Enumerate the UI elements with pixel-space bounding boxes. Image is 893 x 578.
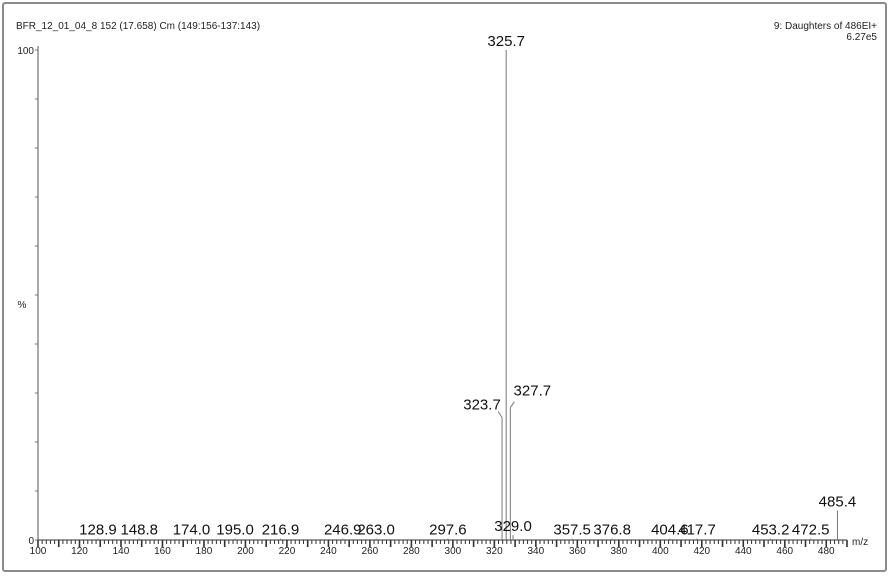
x-tick-label: 440 — [735, 546, 752, 557]
peak-label: 195.0 — [216, 522, 254, 539]
x-tick-label: 300 — [445, 546, 462, 557]
peak-leader — [497, 411, 503, 418]
x-tick-label: 380 — [610, 546, 627, 557]
peak-label: 472.5 — [792, 522, 830, 539]
x-axis-label: m/z — [852, 537, 868, 548]
peak-label: 246.9 — [324, 522, 362, 539]
x-tick-label: 140 — [113, 546, 130, 557]
spectrum-header-scale: 6.27e5 — [846, 32, 877, 43]
peak-label: 174.0 — [173, 522, 211, 539]
peak-label: 297.6 — [429, 522, 467, 539]
y-axis-label: % — [18, 300, 27, 311]
spectrum-header-right: 9: Daughters of 486EI+ 6.27e5 — [774, 21, 877, 43]
peak-label: 327.7 — [514, 383, 552, 400]
peak-label: 323.7 — [463, 397, 501, 414]
peak-label: 417.7 — [678, 522, 716, 539]
x-tick-label: 360 — [569, 546, 586, 557]
x-tick-label: 320 — [486, 546, 503, 557]
x-tick-label: 200 — [237, 546, 254, 557]
peak-label: 128.9 — [79, 522, 117, 539]
peak-label: 453.2 — [752, 522, 790, 539]
x-tick-label: 240 — [320, 546, 337, 557]
x-tick-label: 120 — [71, 546, 88, 557]
peak-label: 404.6 — [651, 522, 689, 539]
y-tick-label: 100 — [17, 46, 34, 57]
peak-label: 485.4 — [819, 494, 857, 511]
x-tick-label: 220 — [279, 546, 296, 557]
peaks — [97, 50, 838, 540]
peak-label: 325.7 — [487, 33, 525, 50]
spectrum-header-left: BFR_12_01_04_8 152 (17.658) Cm (149:156-… — [16, 21, 261, 32]
peak-label: 357.5 — [553, 522, 591, 539]
spectrum-header-title: 9: Daughters of 486EI+ — [773, 21, 877, 32]
x-tick-label: 160 — [154, 546, 171, 557]
x-tick-label: 420 — [693, 546, 710, 557]
x-tick-label: 180 — [196, 546, 213, 557]
y-tick-label: 0 — [28, 536, 34, 547]
peak-label: 148.8 — [120, 522, 158, 539]
chart-frame — [2, 2, 887, 572]
peak-label: 376.8 — [593, 522, 631, 539]
peak-label: 263.0 — [357, 522, 395, 539]
x-tick-label: 340 — [528, 546, 545, 557]
x-tick-label: 480 — [818, 546, 835, 557]
peak-leader — [509, 401, 515, 408]
x-tick-label: 260 — [362, 546, 379, 557]
x-tick-label: 400 — [652, 546, 669, 557]
x-tick-label: 100 — [30, 546, 47, 557]
peak-label: 216.9 — [262, 522, 300, 539]
peak-label: 329.0 — [494, 518, 532, 535]
x-tick-label: 460 — [776, 546, 793, 557]
x-tick-label: 280 — [403, 546, 420, 557]
